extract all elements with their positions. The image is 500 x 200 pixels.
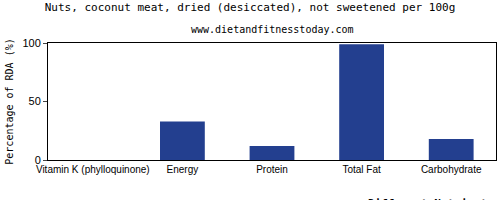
svg-text:50: 50 <box>29 95 41 107</box>
svg-text:Carbohydrate: Carbohydrate <box>421 164 482 175</box>
svg-text:0: 0 <box>35 154 41 166</box>
svg-text:Vitamin K (phylloquinone): Vitamin K (phylloquinone) <box>36 164 150 175</box>
svg-text:100: 100 <box>22 37 40 49</box>
svg-text:Different Nutrients: Different Nutrients <box>368 197 494 200</box>
svg-text:Nuts, coconut meat, dried (des: Nuts, coconut meat, dried (desiccated), … <box>45 1 456 14</box>
svg-text:Energy: Energy <box>167 164 199 175</box>
svg-text:Total Fat: Total Fat <box>342 164 381 175</box>
svg-text:www.dietandfitnesstoday.com: www.dietandfitnesstoday.com <box>191 24 354 35</box>
svg-text:Protein: Protein <box>256 164 288 175</box>
svg-text:Percentage of RDA (%): Percentage of RDA (%) <box>4 38 15 164</box>
